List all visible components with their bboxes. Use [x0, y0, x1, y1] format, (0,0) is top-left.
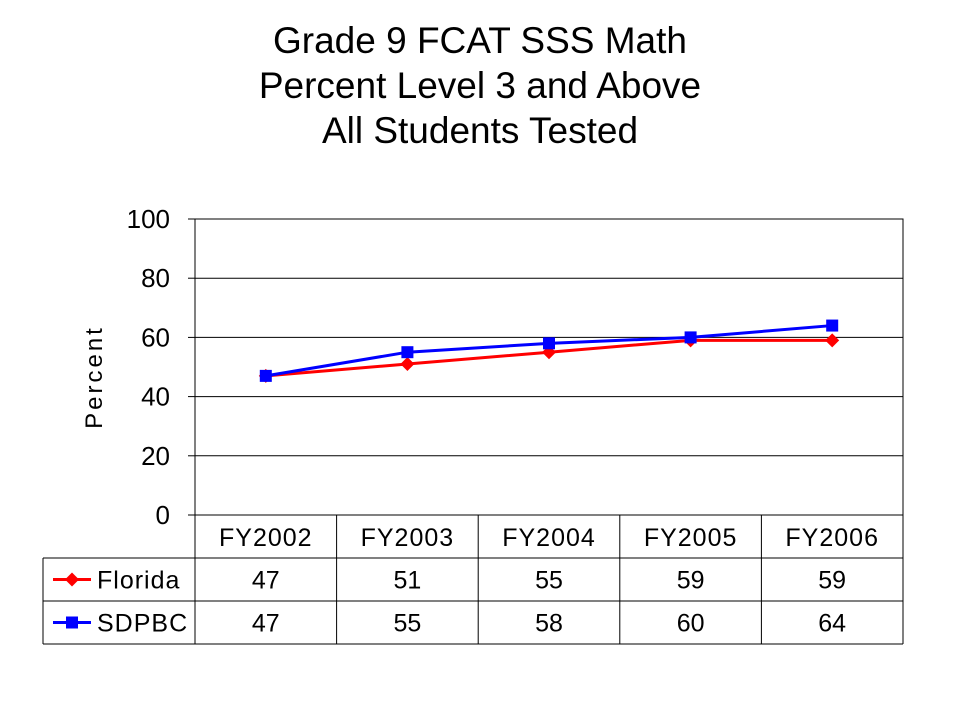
data-table-value: 58	[535, 610, 563, 638]
x-category-label: FY2005	[644, 524, 738, 552]
chart-title-line-2: Percent Level 3 and Above	[258, 65, 702, 106]
series-group	[258, 319, 840, 383]
gridlines	[195, 277, 903, 457]
chart-title-line-3: All Students Tested	[321, 110, 639, 151]
y-axis-ticks: 0 20 40 60 80 100	[127, 204, 195, 530]
point-diamond	[825, 333, 840, 348]
point-square	[401, 346, 414, 359]
point-diamond	[400, 357, 415, 372]
legend-series-name: Florida	[97, 567, 180, 595]
x-category-label: FY2002	[219, 524, 313, 552]
data-table-value: 51	[393, 567, 421, 595]
y-tick-label: 20	[141, 441, 170, 471]
data-table-value: 59	[818, 567, 846, 595]
x-category-label: FY2003	[361, 524, 455, 552]
point-square	[259, 369, 272, 382]
point-square	[66, 616, 78, 629]
data-table-value: 60	[677, 610, 705, 638]
point-square	[684, 331, 697, 344]
y-tick-label: 0	[156, 500, 170, 530]
point-square	[826, 319, 839, 332]
y-tick-label: 100	[127, 204, 170, 234]
legend-series-name: SDPBC	[97, 610, 188, 638]
point-square	[543, 337, 555, 350]
data-table-value: 59	[677, 567, 705, 595]
x-category-label: FY2004	[502, 524, 596, 552]
plot-area-frame	[194, 218, 904, 516]
data-table-value: 47	[252, 610, 280, 638]
y-axis-label: Percent	[81, 325, 108, 429]
chart-title-line-1: Grade 9 FCAT SSS Math	[272, 20, 687, 61]
y-tick-label: 40	[141, 382, 170, 412]
y-tick-label: 60	[141, 322, 170, 352]
data-table-value: 55	[393, 610, 421, 638]
point-diamond	[65, 572, 79, 587]
data-table-value: 47	[252, 567, 280, 595]
series-sdpbc	[259, 319, 839, 382]
data-table-value: 55	[535, 567, 563, 595]
chart-title: Grade 9 FCAT SSS Math Percent Level 3 an…	[0, 18, 960, 153]
data-table-value: 64	[818, 610, 846, 638]
data-table: FY2002 FY2003 FY2004 FY2005 FY2006 Florida 47 5…	[42, 515, 904, 645]
x-category-label: FY2006	[785, 524, 879, 552]
y-tick-label: 80	[141, 263, 170, 293]
